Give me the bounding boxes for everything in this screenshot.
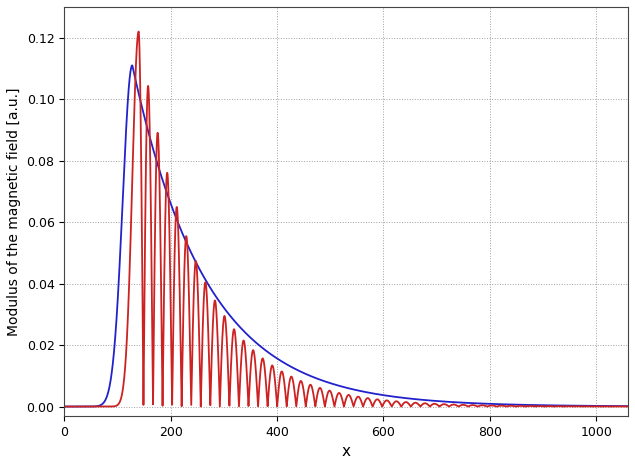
X-axis label: x: x: [342, 444, 351, 459]
Y-axis label: Modulus of the magnetic field [a.u.]: Modulus of the magnetic field [a.u.]: [7, 87, 21, 336]
